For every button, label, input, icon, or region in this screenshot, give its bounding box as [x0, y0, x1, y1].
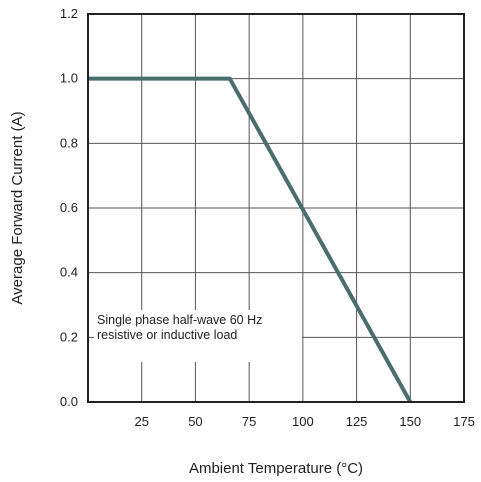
x-tick-label-4: 125	[346, 414, 368, 429]
series-line-0	[88, 76, 413, 403]
y-tick-label-5: 1.0	[60, 71, 78, 86]
x-tick-label-6: 175	[453, 414, 475, 429]
annotation-line-2: resistive or inductive load	[97, 328, 237, 342]
x-tick-label-5: 150	[399, 414, 421, 429]
y-tick-label-2: 0.4	[60, 265, 78, 280]
x-tick-label-0: 25	[134, 414, 148, 429]
x-tick-label-3: 100	[292, 414, 314, 429]
x-axis-label: Ambient Temperature (°C)	[189, 460, 363, 477]
x-tick-label-2: 75	[242, 414, 256, 429]
y-tick-labels: 0.0 0.2 0.4 0.6 0.8 1.0 1.2	[60, 6, 78, 409]
y-tick-label-6: 1.2	[60, 6, 78, 21]
y-tick-label-4: 0.8	[60, 135, 78, 150]
x-tick-labels: 25 50 75 100 125 150 175	[134, 414, 474, 429]
y-tick-label-0: 0.0	[60, 394, 78, 409]
annotation-background	[94, 310, 302, 362]
x-tick-label-1: 50	[188, 414, 202, 429]
y-tick-label-1: 0.2	[60, 329, 78, 344]
plot-frame	[87, 13, 465, 403]
annotation-line-1: Single phase half-wave 60 Hz	[97, 313, 262, 327]
y-tick-label-3: 0.6	[60, 200, 78, 215]
y-axis-label: Average Forward Current (A)	[9, 111, 26, 304]
series-lines	[88, 76, 413, 403]
